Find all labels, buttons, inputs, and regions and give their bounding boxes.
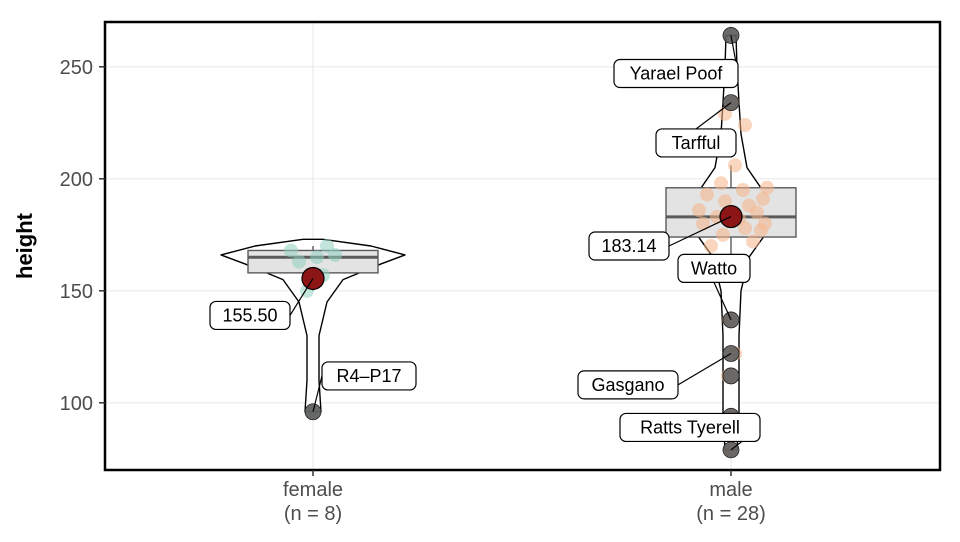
jitter-point	[736, 183, 750, 197]
jitter-point	[692, 203, 706, 217]
jitter-point	[760, 181, 774, 195]
height-violin-chart: 155.50 R4–P17 Yarael Poof Tarfful 183.14 Watt…	[0, 0, 960, 542]
jitter-point	[292, 255, 306, 269]
anno-label: Watto	[691, 258, 737, 278]
jitter-point	[742, 199, 756, 213]
x-cat-n: (n = 28)	[696, 503, 765, 525]
jitter-point	[746, 235, 760, 249]
anno-label: R4–P17	[336, 366, 401, 386]
x-cat-label: female	[283, 479, 343, 501]
jitter-point	[310, 250, 324, 264]
y-axis-title: height	[12, 212, 37, 279]
jitter-point	[758, 217, 772, 231]
jitter-point	[700, 187, 714, 201]
y-tick-label: 150	[60, 281, 93, 303]
y-tick-label: 200	[60, 169, 93, 191]
jitter-point	[696, 217, 710, 231]
y-tick-label: 100	[60, 393, 93, 415]
anno-label: Gasgano	[591, 375, 664, 395]
jitter-point	[704, 239, 718, 253]
x-cat-label: male	[709, 479, 752, 501]
anno-label: Ratts Tyerell	[640, 417, 740, 437]
jitter-point	[716, 228, 730, 242]
jitter-point	[320, 239, 334, 253]
anno-label: 155.50	[222, 305, 277, 325]
anno-label: Tarfful	[672, 133, 721, 153]
jitter-point	[728, 158, 742, 172]
jitter-point	[738, 118, 752, 132]
jitter-point	[284, 243, 298, 257]
y-tick-label: 250	[60, 57, 93, 79]
chart-svg: 155.50 R4–P17 Yarael Poof Tarfful 183.14 Watt…	[0, 0, 960, 542]
x-cat-n: (n = 8)	[284, 503, 342, 525]
outlier-point	[723, 368, 739, 384]
anno-label: Yarael Poof	[630, 64, 724, 84]
anno-label: 183.14	[601, 236, 656, 256]
jitter-point	[714, 176, 728, 190]
